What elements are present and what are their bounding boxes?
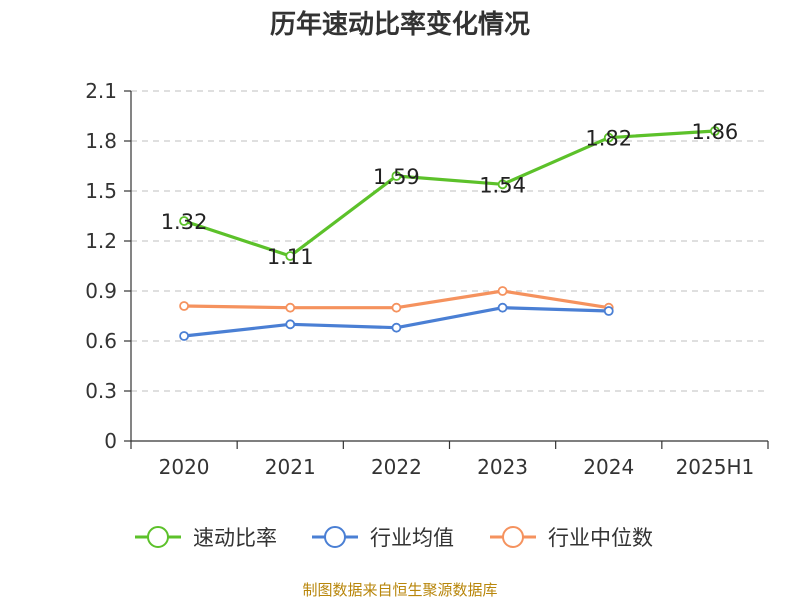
data-point[interactable] bbox=[285, 319, 296, 330]
data-point[interactable] bbox=[710, 126, 720, 136]
data-point[interactable] bbox=[391, 171, 402, 181]
legend-marker bbox=[147, 526, 169, 548]
legend-marker bbox=[502, 526, 524, 548]
y-tick-label: 0.3 bbox=[85, 379, 117, 403]
legend-label: 行业均值 bbox=[370, 526, 454, 550]
data-label: 1.86 bbox=[692, 120, 739, 144]
chart-title: 历年速动比率变化情况 bbox=[270, 9, 530, 40]
y-tick-label: 1.5 bbox=[85, 179, 117, 203]
data-point[interactable] bbox=[179, 216, 189, 226]
y-tick-label: 1.2 bbox=[85, 229, 117, 253]
y-tick-label: 0.9 bbox=[85, 279, 117, 303]
source-note: 制图数据来自恒生聚源数据库 bbox=[302, 581, 497, 599]
y-tick-label: 2.1 bbox=[85, 79, 117, 103]
data-point[interactable] bbox=[391, 302, 402, 313]
series-group bbox=[179, 126, 720, 341]
data-label: 1.59 bbox=[373, 165, 420, 189]
x-tick-label: 2021 bbox=[265, 455, 316, 479]
data-point[interactable] bbox=[497, 302, 508, 313]
y-tick-label: 1.8 bbox=[85, 129, 117, 153]
x-tick-label: 2025H1 bbox=[676, 455, 755, 479]
x-tick-label: 2020 bbox=[159, 455, 210, 479]
y-tick-label: 0 bbox=[104, 429, 117, 453]
legend-item-1[interactable]: 速动比率 bbox=[135, 526, 277, 550]
legend[interactable]: 速动比率 行业均值 行业中位数 bbox=[135, 526, 653, 550]
data-point[interactable] bbox=[285, 251, 296, 261]
data-point[interactable] bbox=[179, 301, 189, 311]
data-point[interactable] bbox=[497, 179, 508, 190]
x-tick-label: 2023 bbox=[477, 455, 528, 479]
legend-item-2[interactable]: 行业均值 bbox=[312, 526, 454, 550]
legend-marker bbox=[324, 526, 346, 548]
data-point[interactable] bbox=[179, 331, 189, 341]
data-point[interactable] bbox=[285, 302, 296, 313]
grid bbox=[131, 90, 768, 392]
data-label: 1.11 bbox=[267, 245, 314, 269]
data-point[interactable] bbox=[603, 132, 614, 143]
data-point[interactable] bbox=[391, 322, 402, 333]
data-labels: 1.32 1.11 1.59 1.54 1.82 1.86 bbox=[161, 120, 739, 269]
x-tick-label: 2024 bbox=[583, 455, 634, 479]
axes: 0 0.3 0.6 0.9 1.2 1.5 1.8 2.1 2020 2021 2022 2023 20… bbox=[85, 79, 769, 479]
data-label: 1.54 bbox=[479, 173, 526, 197]
data-label: 1.82 bbox=[585, 127, 632, 151]
x-tick-label: 2022 bbox=[371, 455, 422, 479]
series-line-1 bbox=[183, 129, 716, 258]
y-tick-label: 0.6 bbox=[85, 329, 117, 353]
legend-label: 行业中位数 bbox=[548, 526, 653, 550]
legend-label: 速动比率 bbox=[193, 526, 277, 550]
data-label: 1.32 bbox=[161, 210, 208, 234]
data-point[interactable] bbox=[603, 306, 614, 316]
legend-item-3[interactable]: 行业中位数 bbox=[490, 526, 653, 550]
data-point[interactable] bbox=[497, 286, 508, 296]
